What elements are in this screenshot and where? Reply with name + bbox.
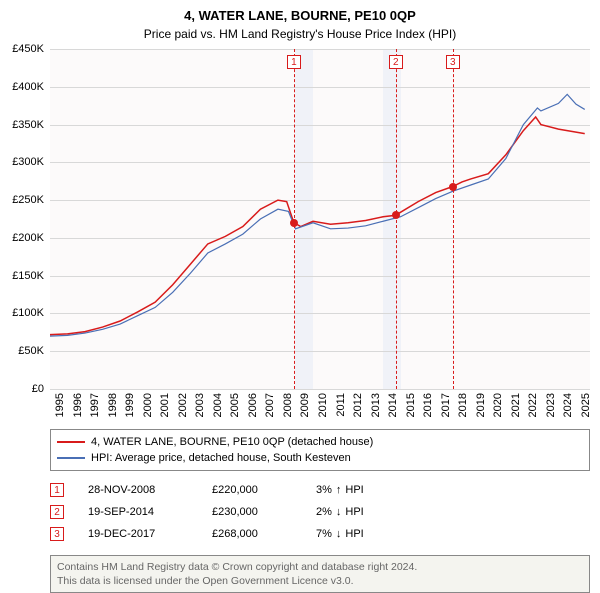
y-axis-label: £350K <box>0 119 44 131</box>
sale-diff-label: HPI <box>345 523 363 545</box>
footer-line-1: Contains HM Land Registry data © Crown c… <box>57 560 583 574</box>
event-vline <box>453 49 454 389</box>
x-axis-label: 2017 <box>440 393 452 417</box>
sale-diff: 2%↓HPI <box>316 501 364 523</box>
legend-label: HPI: Average price, detached house, Sout… <box>91 450 351 466</box>
y-axis-label: £450K <box>0 43 44 55</box>
sale-dot <box>449 183 457 191</box>
x-axis-label: 2022 <box>527 393 539 417</box>
sale-diff: 3%↑HPI <box>316 479 364 501</box>
x-axis-label: 2007 <box>264 393 276 417</box>
x-axis-label: 2014 <box>387 393 399 417</box>
y-axis-label: £250K <box>0 194 44 206</box>
sale-price: £220,000 <box>212 479 292 501</box>
arrow-down-icon: ↓ <box>336 523 342 545</box>
legend-swatch <box>57 441 85 443</box>
x-axis-label: 2023 <box>545 393 557 417</box>
x-axis-label: 1998 <box>107 393 119 417</box>
x-axis-label: 2011 <box>335 393 347 417</box>
footer-attribution: Contains HM Land Registry data © Crown c… <box>50 555 590 593</box>
x-axis-label: 2006 <box>247 393 259 417</box>
sale-diff-label: HPI <box>345 479 363 501</box>
x-axis-label: 2009 <box>299 393 311 417</box>
x-axis-label: 2019 <box>475 393 487 417</box>
x-axis-label: 2004 <box>212 393 224 417</box>
y-axis-label: £400K <box>0 81 44 93</box>
sale-price: £268,000 <box>212 523 292 545</box>
sale-row: 3 19-DEC-2017 £268,000 7%↓HPI <box>50 523 590 545</box>
y-axis-label: £0 <box>0 383 44 395</box>
sale-badge: 2 <box>50 505 64 519</box>
sale-diff-pct: 3% <box>316 479 332 501</box>
sale-dot <box>392 211 400 219</box>
x-axis-label: 1999 <box>124 393 136 417</box>
arrow-up-icon: ↑ <box>336 479 342 501</box>
sale-dot <box>290 219 298 227</box>
gridline <box>50 389 590 390</box>
arrow-down-icon: ↓ <box>336 501 342 523</box>
x-axis-label: 1996 <box>72 393 84 417</box>
x-axis-label: 2025 <box>580 393 592 417</box>
x-axis-label: 2021 <box>510 393 522 417</box>
sale-row: 1 28-NOV-2008 £220,000 3%↑HPI <box>50 479 590 501</box>
sale-date: 28-NOV-2008 <box>88 479 188 501</box>
x-axis-label: 2018 <box>457 393 469 417</box>
sale-badge: 1 <box>50 483 64 497</box>
sale-row: 2 19-SEP-2014 £230,000 2%↓HPI <box>50 501 590 523</box>
sale-diff-pct: 2% <box>316 501 332 523</box>
series-hpi <box>50 94 585 336</box>
legend-swatch <box>57 457 85 459</box>
chart-subtitle: Price paid vs. HM Land Registry's House … <box>0 23 600 49</box>
sale-diff-label: HPI <box>345 501 363 523</box>
x-axis-label: 2008 <box>282 393 294 417</box>
sale-price: £230,000 <box>212 501 292 523</box>
chart-lines <box>50 49 590 389</box>
chart-plot-area: 123 £0£50K£100K£150K£200K£250K£300K£350K… <box>50 49 590 389</box>
sale-diff-pct: 7% <box>316 523 332 545</box>
event-badge: 2 <box>389 55 403 69</box>
x-axis-label: 2024 <box>562 393 574 417</box>
series-property <box>50 117 585 335</box>
footer-line-2: This data is licensed under the Open Gov… <box>57 574 583 588</box>
x-axis-label: 2001 <box>159 393 171 417</box>
sale-badge: 3 <box>50 527 64 541</box>
x-axis-label: 2010 <box>317 393 329 417</box>
x-axis-label: 2002 <box>177 393 189 417</box>
legend-item: HPI: Average price, detached house, Sout… <box>57 450 583 466</box>
sale-diff: 7%↓HPI <box>316 523 364 545</box>
sales-table: 128-NOV-2008£220,0003%↑HPI219-SEP-2014£2… <box>50 479 590 545</box>
x-axis-label: 2005 <box>229 393 241 417</box>
x-axis-label: 2012 <box>352 393 364 417</box>
y-axis-label: £50K <box>0 345 44 357</box>
x-axis-label: 2003 <box>194 393 206 417</box>
y-axis-label: £150K <box>0 270 44 282</box>
sale-date: 19-DEC-2017 <box>88 523 188 545</box>
x-axis-label: 2013 <box>370 393 382 417</box>
x-axis-label: 2015 <box>405 393 417 417</box>
chart-title: 4, WATER LANE, BOURNE, PE10 0QP <box>0 0 600 23</box>
legend-item: 4, WATER LANE, BOURNE, PE10 0QP (detache… <box>57 434 583 450</box>
legend-label: 4, WATER LANE, BOURNE, PE10 0QP (detache… <box>91 434 373 450</box>
x-axis-label: 2000 <box>142 393 154 417</box>
sale-date: 19-SEP-2014 <box>88 501 188 523</box>
y-axis-label: £100K <box>0 307 44 319</box>
legend: 4, WATER LANE, BOURNE, PE10 0QP (detache… <box>50 429 590 471</box>
event-badge: 1 <box>287 55 301 69</box>
y-axis-label: £300K <box>0 156 44 168</box>
x-axis-label: 1997 <box>89 393 101 417</box>
x-axis-label: 2020 <box>492 393 504 417</box>
x-axis-label: 2016 <box>422 393 434 417</box>
y-axis-label: £200K <box>0 232 44 244</box>
x-axis-label: 1995 <box>54 393 66 417</box>
event-badge: 3 <box>446 55 460 69</box>
